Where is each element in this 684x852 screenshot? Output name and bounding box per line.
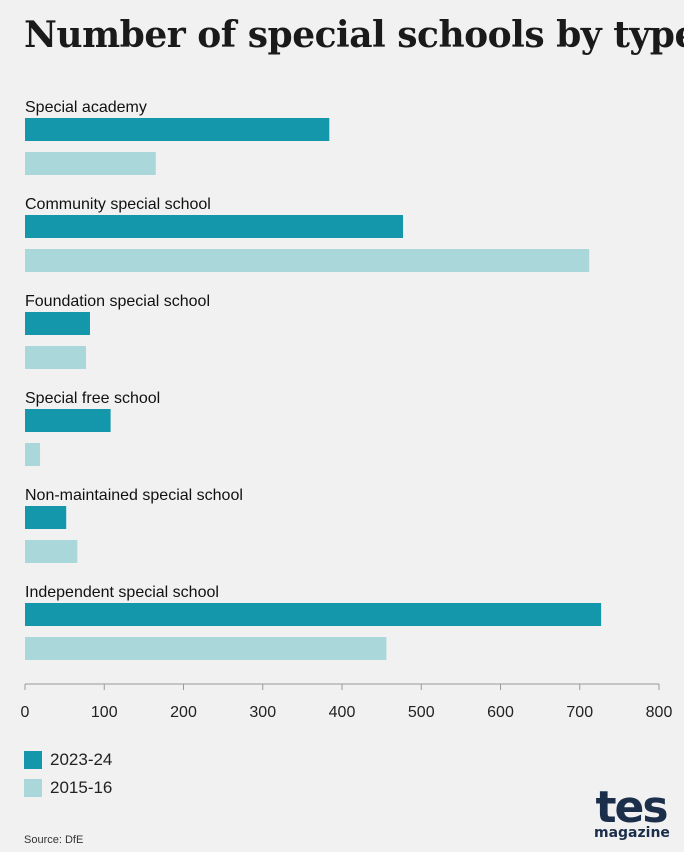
legend-item-2015-16: 2015-16 [24,776,112,800]
category-label: Community special school [25,196,211,213]
x-tick-label: 800 [646,704,673,721]
legend-item-2023-24: 2023-24 [24,748,112,772]
bar-2015-16 [25,152,156,175]
bar-2023-24 [25,603,602,626]
x-tick-label: 700 [566,704,593,721]
chart-title: Number of special schools by type [24,14,684,56]
x-tick-label: 0 [21,704,30,721]
legend-label: 2015-16 [50,778,113,797]
legend-label: 2023-24 [50,750,113,769]
bar-chart: Special academy Community special school F… [21,99,673,721]
x-tick-label: 400 [329,704,356,721]
category-label: Special free school [25,390,160,407]
bar-2015-16 [25,637,387,660]
bar-2015-16 [25,249,590,272]
legend-swatch-2015-16 [24,779,42,797]
legend: 2023-24 2015-16 [24,748,112,804]
x-tick-label: 500 [408,704,435,721]
bar-2023-24 [25,118,330,141]
x-tick-label: 200 [170,704,197,721]
x-tick-label: 100 [91,704,118,721]
bar-2015-16 [25,346,87,369]
source-note: Source: DfE [24,834,84,846]
bar-2015-16 [25,443,41,466]
category-label: Foundation special school [25,293,210,310]
logo-subtext: magazine [594,825,670,841]
x-tick-label: 300 [249,704,276,721]
category-label: Special academy [25,99,147,116]
bar-2023-24 [25,312,90,335]
category-label: Independent special school [25,584,219,601]
legend-swatch-2023-24 [24,751,42,769]
bar-2023-24 [25,409,111,432]
tes-magazine-logo: tes magazine [594,782,670,841]
category-label: Non-maintained special school [25,487,243,504]
x-tick-label: 600 [487,704,514,721]
logo-text: tes [595,782,668,833]
bar-2023-24 [25,215,404,238]
bar-2023-24 [25,506,67,529]
bar-2015-16 [25,540,78,563]
